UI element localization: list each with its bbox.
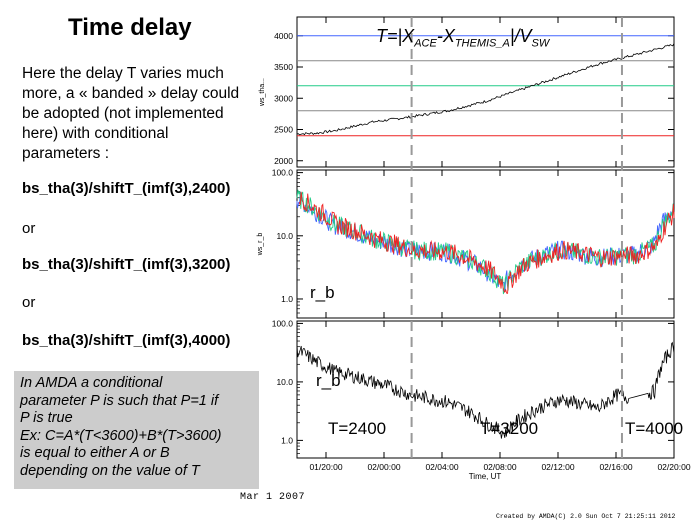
formula-sub-themis: THEMIS_A <box>454 37 510 50</box>
annotation-t3200: T=3200 <box>480 419 539 438</box>
panel2-label: r_b <box>310 283 335 302</box>
shifted-series-line <box>296 189 675 295</box>
note-line: parameter P is such that P=1 if <box>20 392 219 409</box>
y-tick-label: 3500 <box>274 62 293 72</box>
y-tick-label: 2000 <box>274 156 293 166</box>
x-tick-label: 02/08:00 <box>483 462 516 472</box>
note-line: is equal to either A or B <box>20 445 170 461</box>
panel-frame <box>296 320 675 459</box>
date-label: Mar 1 2007 <box>240 492 306 503</box>
x-tick-label: 02/04:00 <box>425 462 458 472</box>
x-tick-label: 02/00:00 <box>367 462 400 472</box>
annotation-t2400: T=2400 <box>328 419 387 438</box>
formula-minus: -X <box>436 26 455 46</box>
y-tick-label: 2500 <box>274 125 293 135</box>
or-label-2: or <box>22 294 36 311</box>
amda-credit: Created by AMDA(C) 2.0 Sun Oct 7 21:25:1… <box>496 513 676 520</box>
delay-formula: T=|XACE-XTHEMIS_A|/VSW <box>376 26 549 50</box>
y-tick-label: 100.0 <box>272 318 294 328</box>
y-tick-label: 3000 <box>274 93 293 103</box>
note-box: In AMDA a conditional parameter P is suc… <box>14 371 259 489</box>
y-tick-label: 10.0 <box>276 231 293 241</box>
y-tick-label: 1.0 <box>281 435 293 445</box>
y-tick-label: 1.0 <box>281 294 293 304</box>
y-axis-label: ws_tha... <box>259 78 266 107</box>
command-2: bs_tha(3)/shiftT_(imf(3),3200) <box>22 256 231 273</box>
note-line: depending on the value of T <box>20 462 200 479</box>
y-tick-label: 4000 <box>274 31 293 41</box>
panel3-label: r_b <box>316 371 341 390</box>
formula-t: T=|X <box>376 26 415 46</box>
panel-frame <box>296 16 675 168</box>
or-label-1: or <box>22 220 36 237</box>
note-line: Ex: C=A*(T<3600)+B*(T>3600) <box>20 427 222 444</box>
panel-frame <box>296 169 675 319</box>
x-tick-label: 01/20:00 <box>309 462 342 472</box>
y-tick-label: 100.0 <box>272 168 294 178</box>
note-line: P is true <box>20 410 73 426</box>
formula-div: |/V <box>509 26 532 46</box>
formula-sub-sw: SW <box>531 37 550 50</box>
command-3: bs_tha(3)/shiftT_(imf(3),4000) <box>22 332 231 349</box>
command-1: bs_tha(3)/shiftT_(imf(3),2400) <box>22 180 231 197</box>
delay-series-line <box>296 43 675 136</box>
note-line: In AMDA a conditional <box>20 375 163 391</box>
y-tick-label: 10.0 <box>276 377 293 387</box>
intro-paragraph: Here the delay T varies much more, a « b… <box>22 65 240 162</box>
x-tick-label: 02/12:00 <box>541 462 574 472</box>
x-axis-label: Time, UT <box>469 472 502 481</box>
slide-title: Time delay <box>68 14 192 41</box>
y-axis-label: ws_r_b <box>257 233 264 257</box>
shifted-series-line <box>298 191 675 294</box>
shifted-series-line <box>296 191 672 292</box>
formula-sub-ace: ACE <box>414 37 437 50</box>
x-tick-label: 02/16:00 <box>599 462 632 472</box>
rb-series-line <box>296 341 675 439</box>
annotation-t4000: T=4000 <box>625 419 684 438</box>
x-tick-label: 02/20:00 <box>657 462 690 472</box>
